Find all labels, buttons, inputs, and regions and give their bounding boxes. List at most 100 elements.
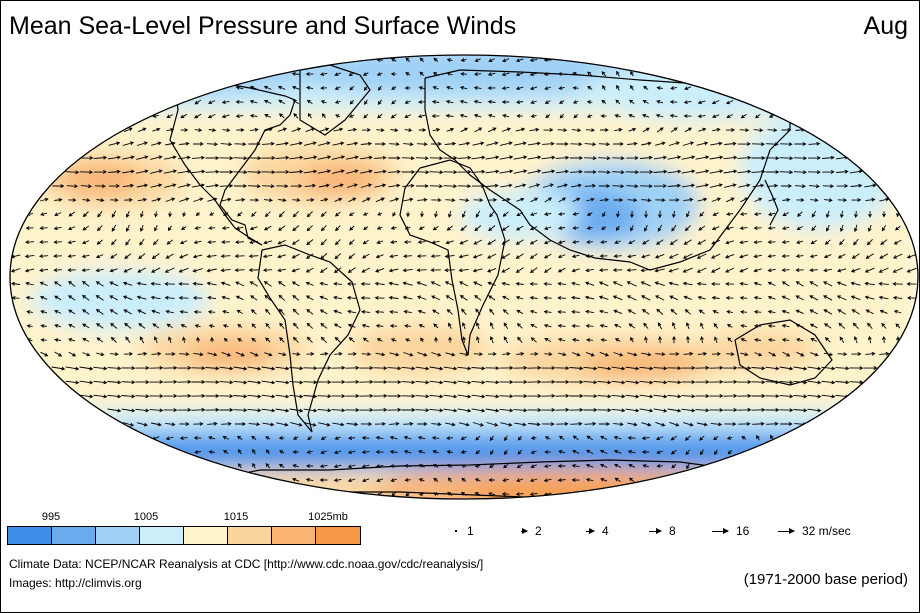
wind-vector [796, 198, 805, 202]
wind-vector [334, 197, 343, 202]
wind-vector [670, 308, 678, 315]
wind-vector [684, 309, 691, 315]
wind-vector [387, 169, 401, 174]
wind-vector [709, 408, 724, 412]
wind-vector [168, 211, 172, 218]
wind-vector [528, 141, 541, 146]
wind-vector [569, 156, 584, 160]
wind-vector [193, 197, 204, 202]
wind-vector [418, 492, 425, 496]
wind-vector [235, 114, 244, 119]
wind-vector [405, 57, 411, 63]
wind-vector [249, 99, 258, 104]
wind-vector [613, 449, 622, 454]
wind-vector [503, 322, 509, 330]
wind-vector [331, 169, 345, 174]
wind-vector [431, 422, 442, 427]
wind-vector [585, 128, 596, 133]
wind-vector [753, 212, 762, 217]
wind-vector [667, 155, 682, 160]
wind-vector [375, 267, 385, 273]
wind-vector [306, 211, 313, 218]
wind-vector [445, 198, 456, 203]
wind-vector [529, 267, 538, 273]
wind-vector [95, 268, 104, 273]
wind-vector [180, 324, 187, 328]
wind-vector [500, 422, 513, 427]
wind-vector [825, 224, 830, 232]
wind-vector [82, 225, 90, 231]
wind-vector [237, 211, 243, 217]
wind-vector [723, 366, 738, 370]
wind-vector [572, 86, 579, 90]
wind-vector [404, 86, 411, 90]
wind-vector [667, 394, 682, 399]
wind-vector [530, 323, 538, 328]
pressure-region [300, 165, 380, 195]
wind-vector [306, 197, 315, 202]
wind-vector [682, 141, 695, 146]
wind-vector [753, 240, 762, 245]
wind-vector [446, 225, 453, 231]
wind-vector [191, 183, 205, 188]
wind-vector [558, 86, 565, 90]
wind-vector [767, 254, 776, 259]
wind-vector [289, 366, 304, 371]
colorbar-swatch [140, 527, 184, 544]
wind-vector [429, 366, 444, 371]
wind-vector [700, 322, 704, 329]
wind-vector [375, 352, 386, 357]
wind-vector [515, 100, 524, 105]
wind-vector [457, 155, 472, 160]
wind-vector [627, 422, 638, 427]
wind-key-8: 8 [649, 524, 676, 538]
wind-vector [377, 113, 383, 119]
wind-vector [390, 58, 397, 62]
wind-vector [401, 380, 416, 385]
wind-vector [109, 268, 118, 273]
wind-vector [275, 408, 290, 413]
wind-vector [683, 114, 692, 118]
wind-vector [363, 226, 369, 231]
wind-vector [710, 141, 723, 146]
wind-vector [724, 183, 737, 188]
wind-vector [404, 464, 411, 468]
wind-vector [853, 224, 858, 233]
wind-vector [585, 254, 594, 259]
wind-vector [475, 322, 480, 330]
wind-vector [261, 408, 276, 413]
wind-vector [361, 450, 370, 455]
wind-vector [306, 322, 314, 329]
wind-vector [334, 239, 341, 246]
wind-vector [93, 380, 108, 385]
wind-vector [235, 85, 244, 90]
wind-vector [123, 267, 132, 273]
wind-vector [252, 448, 256, 455]
wind-vector [95, 309, 104, 315]
wind-vector [361, 267, 371, 273]
wind-vector [333, 309, 342, 314]
wind-vector [600, 114, 607, 118]
wind-vector [768, 351, 777, 357]
wind-vector [781, 128, 792, 132]
wind-vector [110, 322, 118, 329]
wind-vector [821, 394, 836, 399]
wind-vector [292, 210, 299, 218]
wind-vector [753, 254, 762, 259]
wind-vector [602, 85, 606, 91]
wind-vector [346, 295, 357, 300]
wind-vector [474, 295, 482, 301]
wind-vector [668, 268, 679, 273]
wind-vector [515, 253, 524, 259]
wind-vector [165, 197, 176, 202]
wind-vector [291, 127, 302, 133]
wind-vector [236, 128, 245, 132]
wind-vector [362, 72, 369, 76]
wind-vector [584, 183, 597, 188]
wind-vector [65, 366, 80, 371]
wind-vector [895, 323, 901, 329]
wind-vector [333, 267, 342, 273]
wind-vector [527, 155, 542, 160]
wind-vector [401, 366, 416, 371]
wind-vector [347, 267, 356, 273]
